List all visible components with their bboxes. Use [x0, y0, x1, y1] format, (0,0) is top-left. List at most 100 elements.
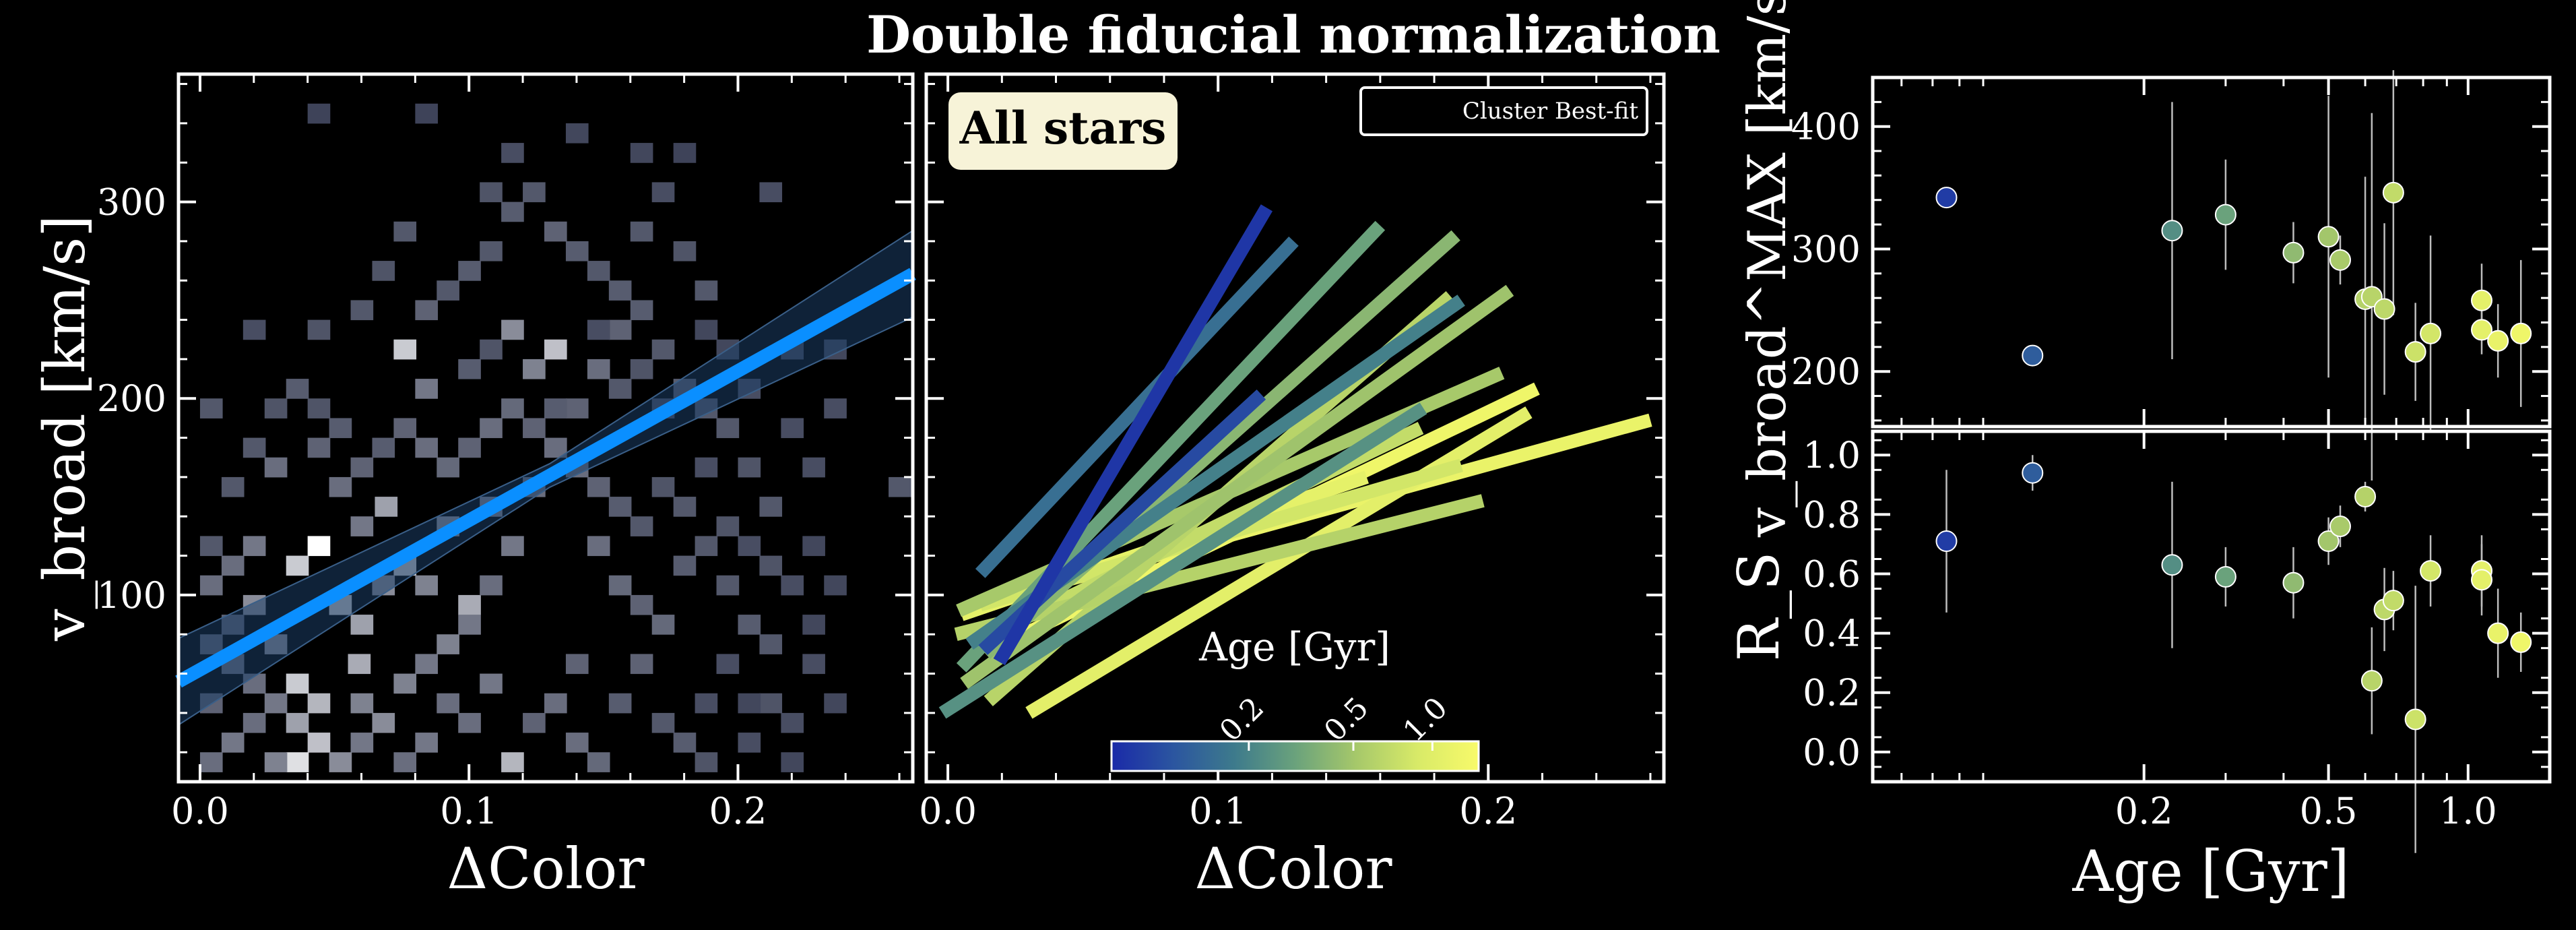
histogram-cell: [393, 221, 417, 242]
data-point: [2471, 569, 2493, 591]
histogram-cell: [350, 300, 374, 321]
histogram-cell: [415, 575, 438, 596]
histogram-cell: [523, 712, 546, 733]
histogram-cell: [286, 555, 309, 576]
data-point: [2022, 344, 2044, 367]
rs-panel: 0.2 0.5 1.0 0.0 0.2 0.4 0.6 0.8 1.0 R_S Age [Gyr…: [1726, 429, 2552, 904]
histogram-cell: [738, 536, 761, 557]
x-tick-label: 0.2: [1459, 790, 1517, 832]
y-tick-label: 0.4: [1803, 613, 1861, 655]
histogram-cell: [608, 693, 632, 714]
histogram-cell: [587, 752, 610, 772]
histogram-cell: [372, 712, 395, 733]
data-point: [2382, 181, 2404, 204]
histogram-cell: [889, 476, 911, 497]
data-point: [2471, 289, 2493, 311]
histogram-cell: [565, 733, 589, 753]
histogram-cell: [716, 516, 740, 536]
histogram-frame: [176, 72, 915, 784]
lines-ticks: 0.0 0.1 0.2: [919, 74, 1664, 832]
x-tick-label: 0.1: [440, 790, 498, 832]
data-point: [2329, 249, 2352, 271]
histogram-cell: [651, 712, 675, 733]
histogram-cell: [458, 712, 481, 733]
histogram-cell: [199, 752, 223, 772]
histogram-cell: [480, 241, 503, 261]
histogram-cell: [738, 457, 761, 478]
histogram-cell: [393, 339, 417, 360]
data-point: [2510, 631, 2532, 653]
histogram-cell: [437, 634, 459, 654]
histogram-cell: [393, 418, 417, 439]
y-tick-label: 0.8: [1803, 493, 1861, 536]
histogram-cell: [651, 182, 675, 203]
data-point: [2382, 590, 2404, 612]
histogram-cell: [501, 398, 524, 418]
y-tick-label: 200: [97, 377, 166, 420]
histogram-cell: [437, 457, 459, 478]
histogram-cell: [651, 339, 675, 360]
histogram-cell: [415, 654, 438, 675]
histogram-cell: [307, 437, 331, 458]
histogram-x-axis-label: ΔColor: [447, 836, 645, 902]
histogram-cell: [651, 476, 675, 497]
histogram-cell: [437, 280, 459, 301]
histogram-cell: [695, 319, 718, 340]
histogram-cell: [673, 555, 697, 576]
histogram-cell: [307, 536, 331, 557]
histogram-cell: [781, 712, 804, 733]
histogram-cell: [329, 476, 352, 497]
histogram-cell: [630, 594, 653, 615]
histogram-cell: [307, 103, 331, 124]
histogram-cell: [565, 398, 589, 418]
histogram-cell: [781, 752, 804, 772]
histogram-cell: [802, 615, 825, 635]
histogram-cell: [695, 280, 718, 301]
cluster-fit-line: [1025, 406, 1533, 719]
histogram-cell: [480, 418, 503, 439]
histogram-cell: [415, 300, 438, 321]
histogram-cell: [264, 457, 288, 478]
histogram-cell: [781, 418, 804, 439]
x-tick-label: 0.5: [2300, 790, 2358, 832]
histogram-cell: [695, 457, 718, 478]
histogram-cell: [695, 693, 718, 714]
cluster-fit-line: [938, 402, 1427, 719]
histogram-cell: [221, 555, 245, 576]
all-stars-badge: [948, 92, 1178, 170]
histogram-cell: [608, 319, 632, 340]
y-tick-label: 300: [1791, 228, 1861, 270]
data-point: [2282, 571, 2305, 594]
histogram-cell: [738, 733, 761, 753]
fit-line: [175, 268, 916, 688]
histogram-cell: [372, 261, 395, 281]
y-tick-label: 0.0: [1803, 731, 1861, 774]
histogram-cell: [480, 339, 503, 360]
data-point: [2404, 708, 2426, 731]
histogram-cell: [458, 359, 481, 379]
histogram-cell: [523, 359, 546, 379]
histogram-cell: [544, 339, 567, 360]
data-point: [2420, 560, 2442, 582]
data-point: [1935, 530, 1958, 553]
figure-title: Double fiducial normalization: [866, 5, 1720, 65]
histogram-cell: [480, 182, 503, 203]
histogram-cell: [544, 221, 567, 242]
histogram-cell: [824, 398, 847, 418]
histogram-cell: [738, 615, 761, 635]
histogram-cell: [372, 437, 395, 458]
histogram-cell: [458, 594, 481, 615]
histogram-cell: [695, 536, 718, 557]
histogram-cell: [630, 516, 653, 536]
rs-frame: [1871, 429, 2552, 784]
histogram-cell: [544, 398, 567, 418]
cluster-fit-line: [954, 494, 1485, 641]
data-point: [2317, 530, 2340, 553]
histogram-cell: [480, 575, 503, 596]
histogram-cell: [286, 712, 309, 733]
histogram-cell: [501, 752, 524, 772]
histogram-cell: [243, 536, 266, 557]
histogram-cell: [375, 497, 398, 517]
histogram-cell: [802, 536, 825, 557]
rs-y-axis-label: R_S: [1726, 552, 1792, 662]
